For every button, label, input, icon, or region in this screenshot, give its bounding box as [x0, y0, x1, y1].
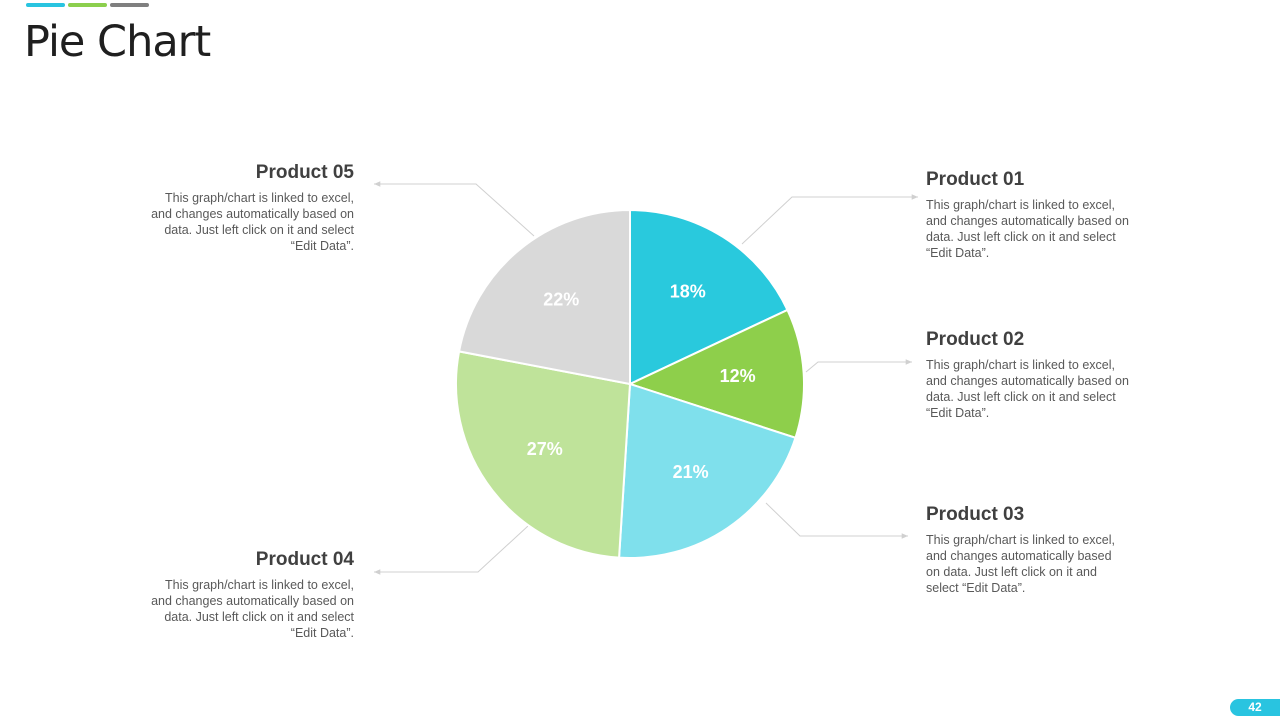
- pie-slice-product-05: [457, 208, 631, 386]
- page-title: Pie Chart: [24, 17, 211, 67]
- product-05-text: This graph/chart is linked to excel, and…: [151, 191, 354, 253]
- accent-bar-blue: [26, 3, 65, 7]
- pie-labels: 18% 12% 21% 27% 22%: [527, 282, 756, 482]
- pie-label-product-05: 22%: [543, 290, 579, 310]
- product-01-text: This graph/chart is linked to excel, and…: [926, 198, 1129, 260]
- product-05-block: Product 05 This graph/chart is linked to…: [149, 161, 354, 254]
- product-03-title: Product 03: [926, 504, 1025, 525]
- pie-slice-product-03: [618, 382, 797, 560]
- product-03-text: This graph/chart is linked to excel, and…: [926, 533, 1115, 595]
- pie-label-product-03: 21%: [673, 462, 709, 482]
- accent-bar-green: [68, 3, 107, 7]
- product-02-block: Product 02 This graph/chart is linked to…: [926, 328, 1131, 421]
- connector-product-04: [374, 525, 529, 575]
- accent-bars: [26, 3, 149, 7]
- product-04-title: Product 04: [255, 549, 354, 570]
- product-04-text: This graph/chart is linked to excel, and…: [151, 578, 354, 640]
- connector-product-02: [805, 359, 912, 373]
- connector-product-03: [765, 502, 908, 539]
- pie-slice-product-01: [629, 208, 789, 386]
- pie-slice-product-02: [627, 308, 805, 440]
- product-01-block: Product 01 This graph/chart is linked to…: [926, 168, 1131, 261]
- connector-product-05: [374, 181, 535, 237]
- pie-label-product-01: 18%: [670, 282, 706, 302]
- product-04-block: Product 04 This graph/chart is linked to…: [149, 548, 354, 641]
- pie-slice-product-04: [454, 350, 632, 559]
- product-01-title: Product 01: [926, 169, 1025, 190]
- page-number-badge: 42: [1230, 699, 1280, 716]
- pie-label-product-04: 27%: [527, 439, 563, 459]
- product-02-title: Product 02: [926, 329, 1025, 350]
- product-05-title: Product 05: [255, 162, 354, 183]
- product-02-text: This graph/chart is linked to excel, and…: [926, 358, 1129, 420]
- connector-product-01: [741, 194, 918, 245]
- product-03-block: Product 03 This graph/chart is linked to…: [926, 503, 1131, 596]
- accent-bar-gray: [110, 3, 149, 7]
- pie-slices: [454, 208, 805, 560]
- pie-label-product-02: 12%: [720, 366, 756, 386]
